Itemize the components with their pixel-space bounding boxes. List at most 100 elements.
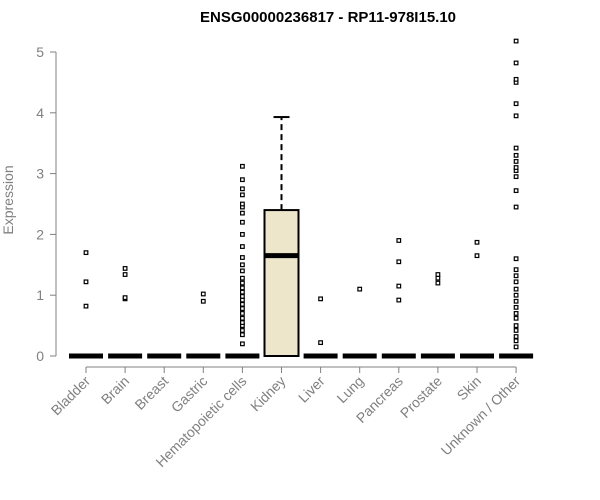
x-tick-label: Breast xyxy=(131,373,171,413)
x-tick-label: Kidney xyxy=(247,373,289,415)
x-tick-label: Brain xyxy=(98,373,132,407)
outlier-point xyxy=(435,280,441,286)
outlier-point xyxy=(513,344,519,350)
x-tick-label: Prostate xyxy=(397,373,445,421)
box-group xyxy=(186,291,221,359)
outlier-point xyxy=(513,152,519,158)
outlier-point xyxy=(240,332,245,338)
outlier-point xyxy=(513,315,519,321)
outlier-point xyxy=(240,328,245,333)
box-group xyxy=(499,38,534,359)
outlier-point xyxy=(513,286,519,292)
outlier-point xyxy=(513,256,519,262)
outlier-point xyxy=(513,113,519,119)
box-iqr xyxy=(263,209,300,357)
outlier-point xyxy=(513,101,519,107)
outlier-point xyxy=(240,341,245,347)
y-tick-label: 0 xyxy=(36,348,44,364)
box-group xyxy=(381,238,416,359)
outlier-point xyxy=(240,219,245,225)
outlier-point xyxy=(240,268,245,274)
outlier-point xyxy=(435,272,441,277)
outlier-point xyxy=(513,328,519,333)
box-group xyxy=(303,296,338,359)
box-group xyxy=(225,163,260,359)
outlier-point xyxy=(357,286,363,292)
outlier-point xyxy=(83,303,89,309)
outlier-point xyxy=(513,292,519,298)
outlier-point xyxy=(240,201,245,207)
outlier-point xyxy=(513,159,519,164)
box-group xyxy=(342,286,377,359)
outlier-point xyxy=(240,177,245,183)
outlier-point xyxy=(513,334,519,339)
outlier-point xyxy=(513,174,519,180)
outlier-point xyxy=(318,340,323,346)
outlier-point xyxy=(513,323,519,328)
outlier-point xyxy=(240,306,245,311)
outlier-point xyxy=(122,272,128,277)
box-group xyxy=(420,272,455,359)
boxes-layer xyxy=(69,38,534,359)
x-tick-label: Skin xyxy=(454,373,485,404)
outlier-point xyxy=(240,262,245,268)
outlier-point xyxy=(513,267,519,273)
outlier-point xyxy=(318,296,323,302)
outlier-point xyxy=(240,192,245,198)
outlier-point xyxy=(240,275,245,281)
outlier-point xyxy=(513,38,519,44)
y-tick-label: 2 xyxy=(36,226,44,242)
outlier-point xyxy=(513,273,519,279)
outlier-point xyxy=(396,297,402,303)
box-group xyxy=(69,250,103,359)
outlier-point xyxy=(240,232,245,237)
outlier-point xyxy=(240,294,245,299)
x-tick-label: Liver xyxy=(295,373,328,406)
outlier-point xyxy=(240,186,245,192)
y-axis: 0 1 2 3 4 5 xyxy=(36,44,57,364)
outlier-point xyxy=(513,279,519,285)
outlier-point xyxy=(513,145,519,151)
outlier-point xyxy=(240,301,245,307)
outlier-point xyxy=(513,76,519,82)
outlier-point xyxy=(83,250,89,256)
outlier-point xyxy=(122,266,128,271)
outlier-point xyxy=(240,289,245,295)
outlier-point xyxy=(513,188,519,194)
outlier-point xyxy=(396,283,402,289)
box-group xyxy=(108,266,143,359)
outlier-point xyxy=(200,298,206,304)
outlier-point xyxy=(474,253,480,259)
box-group xyxy=(460,239,494,359)
outlier-point xyxy=(200,291,206,297)
outlier-point xyxy=(513,338,519,344)
outlier-point xyxy=(240,315,245,321)
outlier-point xyxy=(240,311,245,316)
outlier-point xyxy=(513,204,519,210)
outlier-point xyxy=(240,210,245,216)
box-group xyxy=(263,116,300,357)
outlier-point xyxy=(396,238,402,243)
outlier-point xyxy=(513,298,519,304)
x-tick-label: Bladder xyxy=(48,373,94,419)
outlier-point xyxy=(83,279,89,285)
outlier-point xyxy=(513,60,519,66)
outlier-point xyxy=(240,255,245,260)
outlier-point xyxy=(240,285,245,291)
y-tick-label: 5 xyxy=(36,44,44,60)
y-tick-label: 3 xyxy=(36,166,44,182)
outlier-point xyxy=(513,304,519,310)
x-tick-label: Lung xyxy=(333,373,366,406)
outlier-point xyxy=(240,320,245,325)
chart-title: ENSG00000236817 - RP11-978I15.10 xyxy=(200,9,456,26)
outlier-point xyxy=(240,163,245,169)
outlier-point xyxy=(513,165,519,170)
outlier-point xyxy=(240,280,245,286)
y-axis-label: Expression xyxy=(0,165,16,234)
y-tick-label: 4 xyxy=(36,105,44,121)
outlier-point xyxy=(122,295,128,301)
outlier-point xyxy=(240,244,245,249)
